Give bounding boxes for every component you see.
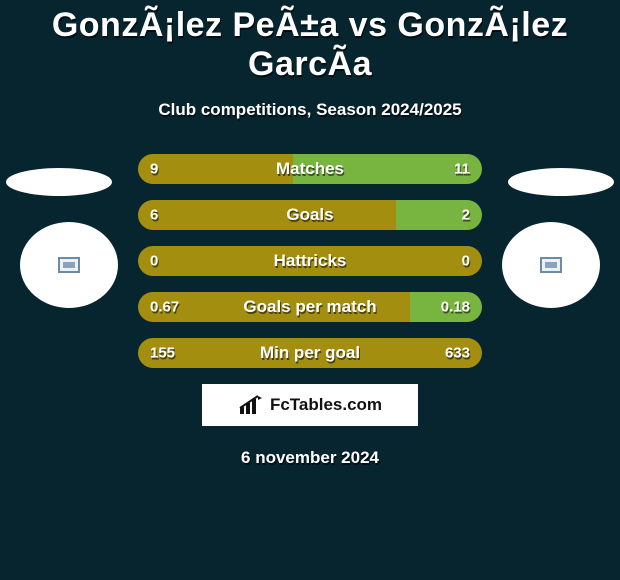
stat-label: Matches: [276, 159, 344, 179]
stat-value-right: 2: [462, 207, 470, 224]
stat-label: Goals: [286, 205, 333, 225]
comparison-bars: 9 11 Matches 6 2 Goals 0 0 Hattricks 0.67 0.18 Goal…: [138, 154, 482, 368]
stat-value-right: 633: [445, 345, 470, 362]
stat-bar: 0 0 Hattricks: [138, 246, 482, 276]
stat-bar-left-fill: [138, 154, 293, 184]
snapshot-date: 6 november 2024: [0, 448, 620, 468]
stat-label: Goals per match: [243, 297, 376, 317]
stat-bar-left-fill: [138, 200, 396, 230]
bars-icon: [238, 395, 264, 415]
player-shadow-left: [6, 168, 112, 196]
stat-bar: 9 11 Matches: [138, 154, 482, 184]
page-title: GonzÃ¡lez PeÃ±a vs GonzÃ¡lez GarcÃ­a: [0, 0, 620, 84]
subtitle: Club competitions, Season 2024/2025: [0, 100, 620, 120]
stat-value-right: 0: [462, 253, 470, 270]
player-jersey-right: [502, 222, 600, 308]
player-jersey-left: [20, 222, 118, 308]
stat-value-left: 0.67: [150, 299, 179, 316]
source-logo: FcTables.com: [202, 384, 418, 426]
stat-value-right: 11: [454, 161, 470, 178]
stat-bar: 155 633 Min per goal: [138, 338, 482, 368]
stat-value-left: 155: [150, 345, 175, 362]
stat-value-left: 6: [150, 207, 158, 224]
stat-value-left: 9: [150, 161, 158, 178]
comparison-stage: 9 11 Matches 6 2 Goals 0 0 Hattricks 0.67 0.18 Goal…: [0, 154, 620, 468]
jersey-placeholder-icon: [540, 257, 562, 273]
stat-label: Min per goal: [260, 343, 360, 363]
player-shadow-right: [508, 168, 614, 196]
stat-value-left: 0: [150, 253, 158, 270]
stat-label: Hattricks: [274, 251, 347, 271]
stat-bar: 6 2 Goals: [138, 200, 482, 230]
stat-value-right: 0.18: [441, 299, 470, 316]
stat-bar: 0.67 0.18 Goals per match: [138, 292, 482, 322]
jersey-placeholder-icon: [58, 257, 80, 273]
source-logo-text: FcTables.com: [270, 395, 382, 415]
